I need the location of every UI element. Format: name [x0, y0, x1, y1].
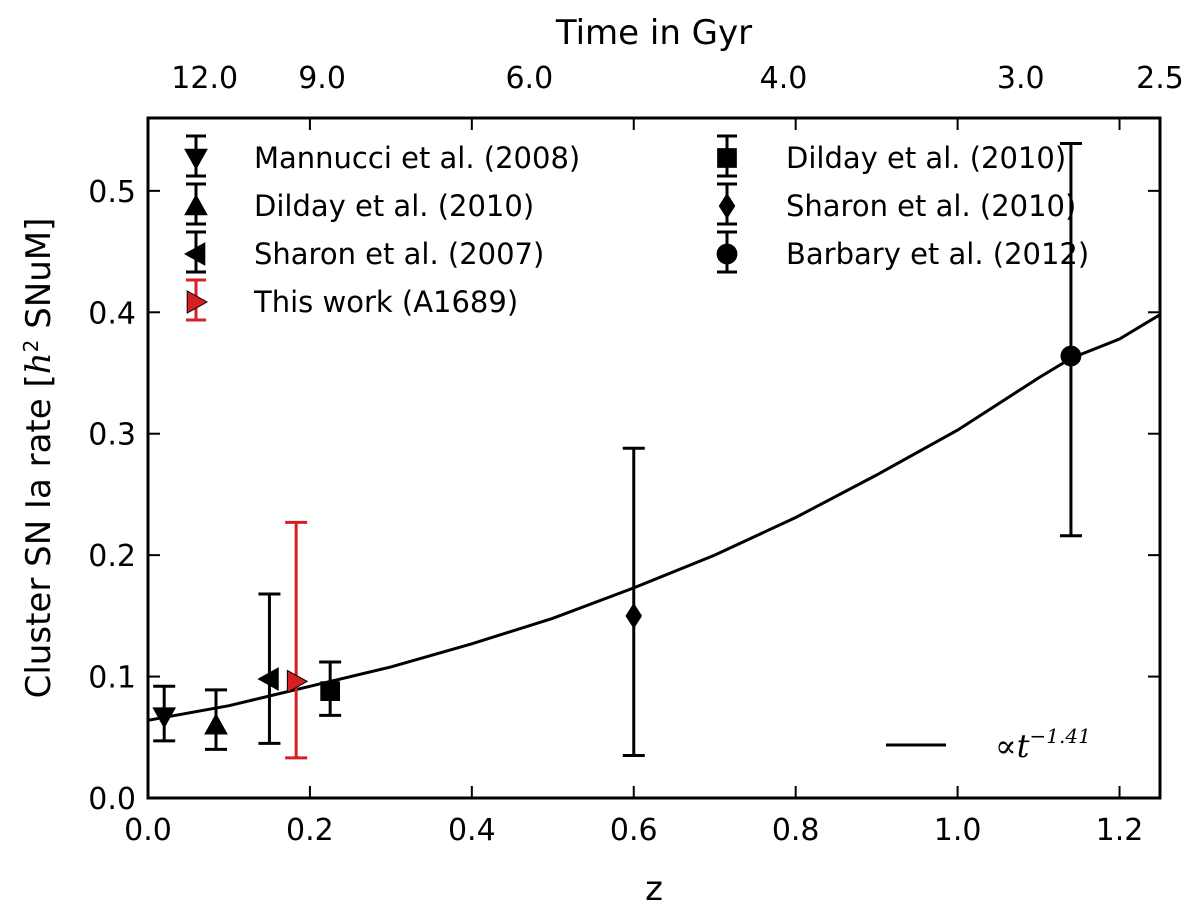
legend-label: Sharon et al. (2007): [254, 237, 544, 271]
legend-marker-triangle-down: [184, 148, 208, 171]
fit-legend-label: ∝t−1.41: [995, 724, 1091, 765]
data-point-6: [1059, 142, 1082, 538]
marker-square: [320, 681, 341, 701]
fit-curve: [147, 313, 1161, 722]
top-tick-labels: 12.0 9.0 6.0 4.0 3.0 2.5: [171, 61, 1184, 96]
data-point-0: [152, 684, 177, 743]
plot-frame: [146, 116, 1162, 800]
legend-marker-triangle-left: [183, 242, 206, 266]
legend-item: This work (A1689): [186, 278, 518, 322]
legend-marker-triangle-up: [184, 193, 208, 216]
legend-item: Dilday et al. (2010): [184, 182, 534, 226]
top-tick-label: 4.0: [760, 61, 808, 96]
marker-diamond: [625, 602, 643, 629]
y-tick-labels: 0.0 0.1 0.2 0.3 0.4 0.5: [88, 175, 136, 817]
top-axis-title: Time in Gyr: [555, 13, 752, 53]
legend-marker-diamond: [718, 192, 736, 220]
top-tick-label: 3.0: [997, 61, 1045, 96]
data-point-4: [319, 660, 342, 717]
y-tick-label: 0.0: [88, 782, 136, 817]
x-axis-title: z: [645, 869, 663, 909]
legend-label: Mannucci et al. (2008): [254, 141, 580, 175]
x-tick-label: 0.0: [124, 813, 172, 848]
legend-label: This work (A1689): [253, 285, 518, 319]
legend: Mannucci et al. (2008) Dilday et al. (201…: [183, 134, 1089, 322]
legend-label: Dilday et al. (2010): [786, 141, 1066, 175]
x-tick-label: 1.2: [1096, 813, 1144, 848]
marker-triangle-up: [204, 713, 228, 735]
legend-marker-triangle-right: [186, 290, 209, 314]
data-point-5: [622, 446, 645, 757]
data-points: [152, 142, 1082, 760]
marker-triangle-right: [286, 669, 309, 694]
legend-item: Dilday et al. (2010): [717, 134, 1066, 178]
y-tick-label: 0.2: [88, 539, 136, 574]
y-axis-title-h: h: [19, 352, 59, 374]
top-tick-label: 2.5: [1136, 61, 1184, 96]
fit-label-base: ∝t: [995, 727, 1030, 765]
marker-circle: [1060, 345, 1082, 367]
legend-marker-square: [717, 148, 737, 168]
tick-marks: [147, 118, 1160, 799]
x-tick-label: 0.6: [610, 813, 658, 848]
marker-triangle-left: [257, 667, 279, 691]
y-tick-label: 0.3: [88, 418, 136, 453]
x-tick-label: 0.8: [772, 813, 820, 848]
y-axis-title-exp: 2: [19, 340, 43, 353]
legend-label: Barbary et al. (2012): [786, 237, 1089, 271]
legend-label: Sharon et al. (2010): [786, 189, 1076, 223]
y-tick-label: 0.4: [88, 296, 136, 331]
legend-item: Sharon et al. (2007): [183, 230, 544, 274]
y-axis-title-prefix: Cluster SN Ia rate [: [19, 374, 59, 698]
top-tick-label: 9.0: [298, 61, 346, 96]
y-axis-title-suffix: SNuM]: [19, 218, 59, 340]
y-axis-title: Cluster SN Ia rate [h2 SNuM]: [19, 218, 59, 699]
legend-label: Dilday et al. (2010): [254, 189, 534, 223]
marker-triangle-down: [152, 707, 177, 729]
fit-legend: ∝t−1.41: [886, 724, 1091, 765]
data-point-3: [285, 520, 309, 760]
top-tick-label: 6.0: [505, 61, 553, 96]
fit-label-exp: −1.41: [1030, 724, 1091, 748]
y-tick-label: 0.1: [88, 661, 136, 696]
x-tick-label: 0.4: [448, 813, 496, 848]
x-tick-label: 1.0: [934, 813, 982, 848]
legend-item: Sharon et al. (2010): [717, 182, 1076, 226]
top-tick-label: 12.0: [171, 61, 238, 96]
y-tick-label: 0.5: [88, 175, 136, 210]
legend-item: Mannucci et al. (2008): [184, 134, 580, 178]
x-tick-label: 0.2: [286, 813, 334, 848]
data-point-2: [257, 592, 281, 745]
x-tick-labels: 0.0 0.2 0.4 0.6 0.8 1.0 1.2: [124, 813, 1143, 848]
data-point-1: [204, 688, 228, 751]
legend-item: Barbary et al. (2012): [716, 230, 1089, 274]
legend-marker-circle: [716, 243, 738, 265]
